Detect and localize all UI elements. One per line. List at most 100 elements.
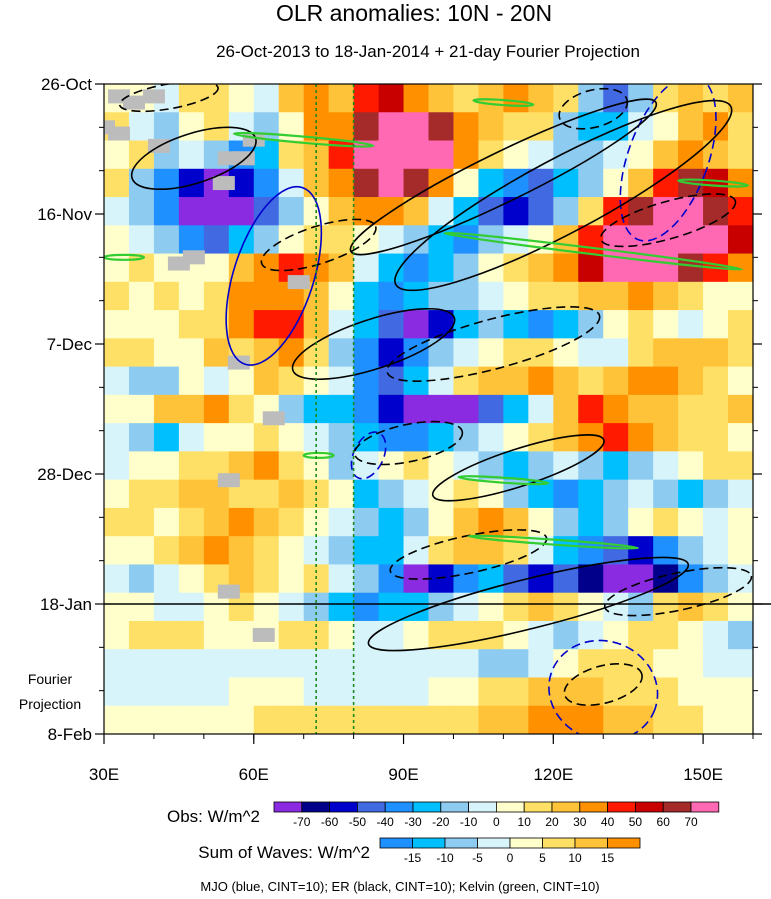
anomaly-cell	[503, 140, 529, 170]
anomaly-cell	[378, 225, 405, 255]
anomaly-cell	[578, 310, 604, 339]
missing-data-cell	[287, 275, 310, 290]
anomaly-cell	[178, 705, 205, 734]
anomaly-cell	[603, 451, 629, 481]
anomaly-cell	[328, 366, 355, 396]
anomaly-cell	[378, 84, 405, 113]
anomaly-cell	[578, 592, 604, 622]
anomaly-cell	[478, 338, 504, 368]
anomaly-cell	[678, 564, 704, 594]
anomaly-cell	[403, 197, 430, 226]
er-contour	[558, 87, 629, 130]
anomaly-cell	[503, 451, 529, 481]
anomaly-cell	[128, 705, 155, 734]
waves-colorbar-tick-label: -5	[472, 851, 483, 865]
anomaly-cell	[253, 225, 280, 255]
missing-data-cell	[217, 473, 240, 488]
anomaly-cell	[703, 225, 729, 255]
anomaly-cell	[678, 507, 704, 537]
anomaly-cell	[128, 112, 155, 142]
obs-colorbar-tick-label: -20	[432, 815, 450, 829]
anomaly-cell	[678, 649, 704, 679]
obs-colorbar-swatch	[468, 801, 497, 813]
anomaly-cell	[128, 564, 155, 594]
anomaly-cell	[553, 338, 579, 368]
anomaly-cell	[353, 592, 380, 622]
anomaly-cell	[528, 197, 554, 226]
anomaly-cell	[653, 338, 679, 368]
anomaly-cell	[703, 281, 729, 311]
obs-colorbar-tick-label: -40	[377, 815, 395, 829]
obs-colorbar-tick-label: -70	[293, 815, 311, 829]
anomaly-cell	[278, 366, 305, 396]
anomaly-cell	[703, 394, 729, 424]
anomaly-cell	[603, 705, 629, 734]
kelvin-contour	[677, 178, 750, 188]
anomaly-cell	[403, 394, 430, 424]
anomaly-cell	[403, 168, 430, 198]
missing-data-cell	[217, 584, 240, 599]
anomaly-cell	[378, 479, 405, 509]
anomaly-cell	[553, 197, 579, 226]
anomaly-cell	[153, 168, 180, 198]
anomaly-cell	[653, 281, 679, 311]
anomaly-cell	[428, 140, 455, 170]
anomaly-cell	[378, 649, 405, 679]
waves-colorbar-swatch	[444, 837, 478, 849]
waves-colorbar-swatch	[477, 837, 511, 849]
anomaly-cell	[378, 536, 405, 566]
obs-colorbar: -70 -60 -50 -40 -30 -20 -10 0 10 20 30 40 50 60 70	[273, 801, 720, 829]
anomaly-cell	[453, 592, 480, 622]
anomaly-cell	[703, 677, 729, 707]
anomaly-cell	[678, 197, 704, 226]
anomaly-cell	[553, 394, 579, 424]
anomaly-cell	[353, 649, 380, 679]
anomaly-cell	[553, 281, 579, 311]
anomaly-cell	[678, 281, 704, 311]
anomaly-cell	[353, 168, 380, 198]
kelvin-contour	[104, 253, 146, 261]
anomaly-cell	[104, 507, 130, 537]
chart-subtitle: 26-Oct-2013 to 18-Jan-2014 + 21-day Four…	[216, 42, 640, 61]
anomaly-cell	[403, 423, 430, 452]
anomaly-cell	[653, 649, 679, 679]
anomaly-cell	[728, 479, 753, 509]
anomaly-cell	[278, 310, 305, 339]
anomaly-cell	[104, 366, 130, 396]
missing-data-cell	[167, 256, 190, 271]
x-axis: 30E 60E 90E 120E 150E	[89, 734, 754, 784]
er-contour	[291, 307, 456, 381]
anomaly-cell	[228, 84, 255, 113]
anomaly-cell	[453, 649, 480, 679]
anomaly-cell	[478, 705, 504, 734]
anomaly-cell	[153, 507, 180, 537]
anomaly-cell	[428, 507, 455, 537]
anomaly-cell	[528, 677, 554, 707]
anomaly-cell	[578, 253, 604, 283]
anomaly-cell	[253, 366, 280, 396]
anomaly-cell	[128, 592, 155, 622]
anomaly-cell	[603, 310, 629, 339]
er-contour	[353, 420, 464, 466]
anomaly-cell	[553, 366, 579, 396]
anomaly-cell	[104, 564, 130, 594]
x-tick-label: 90E	[388, 765, 418, 784]
anomaly-cell	[228, 366, 255, 396]
anomaly-cell	[578, 620, 604, 650]
anomaly-cell	[453, 479, 480, 509]
y-tick-label: 18-Jan	[40, 595, 92, 614]
anomaly-cell	[703, 310, 729, 339]
anomaly-cell	[328, 394, 355, 424]
anomaly-cell	[628, 507, 654, 537]
anomaly-cell	[653, 394, 679, 424]
anomaly-cell	[278, 564, 305, 594]
waves-colorbar-swatch	[542, 837, 576, 849]
mjo-contour	[619, 84, 717, 242]
anomaly-cell	[578, 366, 604, 396]
obs-colorbar-tick-label: -10	[460, 815, 478, 829]
anomaly-cell	[253, 197, 280, 226]
anomaly-cell	[653, 536, 679, 566]
anomaly-cell	[528, 649, 554, 679]
anomaly-cell	[178, 451, 205, 481]
anomaly-cell	[678, 705, 704, 734]
